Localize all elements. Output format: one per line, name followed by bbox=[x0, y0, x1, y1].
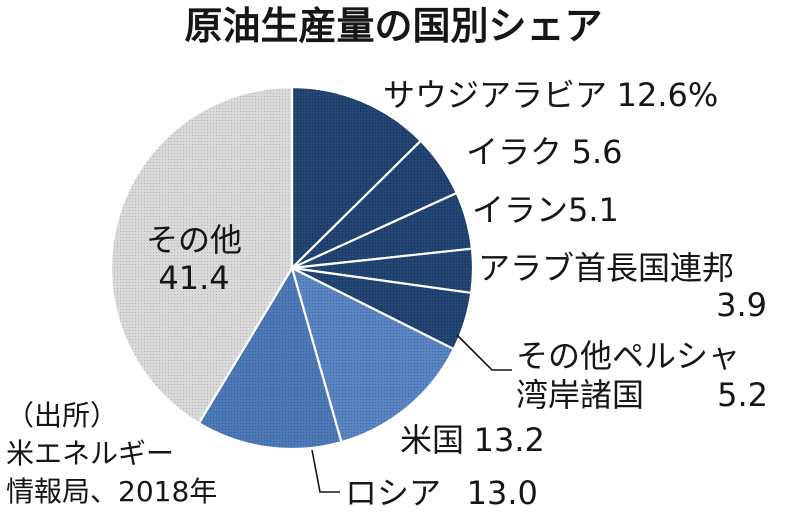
slice-name: イラン bbox=[472, 191, 569, 229]
slice-value: 13.2 bbox=[473, 421, 545, 459]
slice-value: 5.6 bbox=[571, 133, 623, 171]
label-russia: ロシア 13.0 bbox=[345, 475, 538, 511]
slice-name: 米国 bbox=[400, 421, 465, 459]
pie-slice-8 bbox=[109, 85, 294, 425]
label-other-gulf-value: 5.2 bbox=[717, 377, 768, 413]
pie-slice-1 bbox=[290, 85, 422, 270]
source-note: （出所） 米エネルギー 情報局、2018年 bbox=[6, 397, 217, 511]
slice-value: 5.1 bbox=[568, 191, 619, 229]
slice-name: その他ペルシャ bbox=[516, 337, 741, 375]
slice-value: 5.2 bbox=[717, 376, 768, 414]
label-other-gulf-line2: 湾岸諸国 bbox=[516, 377, 644, 413]
label-saudi-arabia: サウジアラビア 12.6% bbox=[383, 77, 718, 113]
label-others-name: その他 bbox=[134, 221, 254, 259]
chart-title: 原油生産量の国別シェア bbox=[184, 4, 603, 48]
slice-value: 12.6% bbox=[616, 76, 719, 114]
source-line: （出所） bbox=[6, 399, 119, 432]
pie-slices bbox=[109, 85, 475, 451]
label-others-value: 41.4 bbox=[134, 259, 254, 297]
label-uae-value: 3.9 bbox=[716, 287, 767, 323]
label-iran: イラン5.1 bbox=[472, 192, 619, 228]
source-line: 情報局、2018年 bbox=[6, 475, 218, 508]
slice-name: サウジアラビア bbox=[383, 76, 608, 114]
slice-name: 湾岸諸国 bbox=[516, 376, 645, 414]
pie-slice-texture bbox=[197, 266, 343, 451]
source-line: 米エネルギー bbox=[6, 437, 175, 470]
slice-name: イラク bbox=[466, 133, 563, 171]
label-uae-name: アラブ首長国連邦 bbox=[478, 250, 734, 286]
pie-slice-6 bbox=[290, 266, 455, 444]
slice-name: その他 bbox=[145, 221, 242, 259]
pie-slice-7 bbox=[197, 266, 343, 451]
slice-value: 41.4 bbox=[158, 259, 230, 297]
slice-value: 3.9 bbox=[716, 286, 767, 324]
label-iraq: イラク 5.6 bbox=[466, 134, 623, 170]
label-other-gulf-line1: その他ペルシャ bbox=[516, 338, 740, 374]
pie-slice-texture bbox=[109, 85, 294, 425]
pie-slice-5 bbox=[290, 266, 473, 351]
label-united-states: 米国 13.2 bbox=[400, 422, 545, 458]
slice-name: ロシア bbox=[345, 474, 442, 512]
leader-line-other-gulf bbox=[456, 334, 512, 371]
leader-line-russia bbox=[311, 449, 340, 493]
pie-slice-texture bbox=[290, 266, 455, 444]
pie-slice-texture bbox=[290, 85, 422, 270]
slice-name: アラブ首長国連邦 bbox=[478, 249, 735, 287]
slice-value: 13.0 bbox=[466, 474, 538, 512]
